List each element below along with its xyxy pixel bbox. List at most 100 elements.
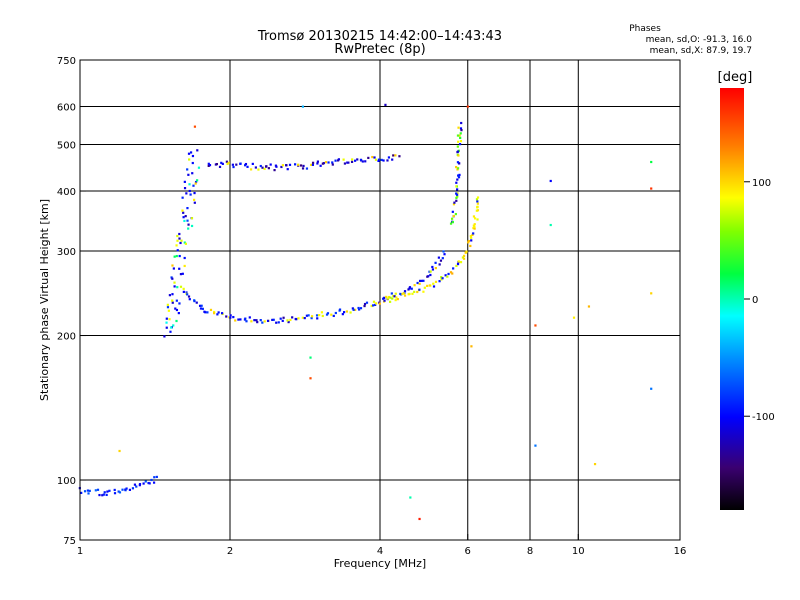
data-point [316, 317, 319, 320]
data-point [456, 178, 459, 181]
data-point [473, 225, 476, 229]
data-point [534, 324, 537, 327]
data-point [409, 496, 412, 499]
data-point [351, 307, 354, 310]
colorbar [720, 88, 744, 510]
data-point [385, 295, 388, 299]
data-point [321, 314, 324, 318]
data-point [191, 161, 194, 165]
data-point [263, 320, 266, 323]
phase-stats-title: Phases [629, 24, 661, 34]
data-point [403, 294, 407, 297]
data-point [410, 287, 413, 290]
data-point [273, 169, 276, 172]
data-point [167, 309, 170, 312]
data-point [281, 319, 284, 322]
data-point [434, 280, 438, 283]
data-point [225, 160, 228, 163]
data-point [173, 281, 176, 284]
data-point [96, 488, 100, 491]
data-point [171, 301, 174, 304]
data-point [181, 196, 184, 199]
data-point [420, 279, 423, 282]
data-point [267, 167, 270, 170]
data-point [476, 202, 479, 205]
data-point [171, 277, 174, 280]
y-tick-label: 400 [57, 187, 76, 198]
data-point [365, 301, 369, 304]
data-point [192, 184, 195, 187]
data-point [318, 313, 321, 317]
data-point [173, 285, 176, 288]
data-point [457, 140, 460, 143]
data-point [422, 279, 425, 282]
x-tick-label: 8 [527, 546, 533, 557]
data-point [124, 488, 127, 491]
data-point [450, 217, 454, 220]
data-point [325, 313, 329, 316]
data-point [172, 267, 175, 270]
data-point [88, 489, 91, 492]
data-point [359, 158, 363, 161]
data-point [217, 311, 220, 314]
data-point [295, 318, 298, 321]
data-point [346, 161, 349, 164]
data-point [372, 304, 375, 307]
data-point [650, 387, 653, 390]
data-point [309, 356, 312, 359]
data-point [377, 159, 380, 163]
data-point [650, 160, 653, 164]
data-point [457, 126, 460, 129]
data-point [442, 250, 445, 253]
data-point [244, 317, 247, 320]
data-point [461, 256, 465, 259]
data-point [382, 159, 385, 162]
data-point [439, 259, 443, 262]
data-point [462, 254, 466, 257]
data-point [176, 234, 179, 238]
data-point [191, 154, 195, 158]
data-point [416, 281, 419, 285]
data-point [426, 275, 429, 278]
data-point [200, 304, 203, 307]
data-point [176, 249, 179, 252]
data-point [155, 475, 158, 479]
data-point [443, 253, 446, 256]
data-point [452, 203, 456, 206]
data-point [334, 159, 337, 162]
data-point [456, 167, 460, 170]
data-point [178, 232, 181, 236]
data-point [331, 163, 334, 166]
x-tick-label: 10 [572, 546, 585, 557]
data-point [374, 303, 377, 306]
data-point [345, 310, 349, 313]
data-point [460, 129, 463, 132]
data-point [459, 132, 462, 135]
data-point [402, 292, 405, 295]
data-point [220, 312, 224, 315]
data-point [163, 335, 166, 338]
data-point [128, 488, 132, 491]
y-tick-label: 200 [57, 332, 76, 343]
data-point [180, 239, 183, 242]
data-point [316, 162, 319, 165]
grid-lines [80, 60, 680, 540]
data-point [456, 195, 459, 198]
data-point [121, 488, 124, 491]
data-point [182, 216, 185, 219]
data-point [186, 206, 189, 210]
data-point [250, 320, 253, 323]
data-point [462, 257, 466, 260]
data-point [449, 271, 453, 274]
data-point [367, 156, 370, 160]
data-point [394, 299, 397, 302]
data-point [174, 307, 177, 310]
data-point [178, 254, 181, 258]
data-point [332, 314, 335, 318]
data-point [183, 187, 187, 190]
data-point [301, 316, 304, 319]
data-point [399, 293, 403, 296]
data-point [347, 161, 350, 164]
data-point [176, 286, 179, 289]
data-point [182, 287, 185, 290]
